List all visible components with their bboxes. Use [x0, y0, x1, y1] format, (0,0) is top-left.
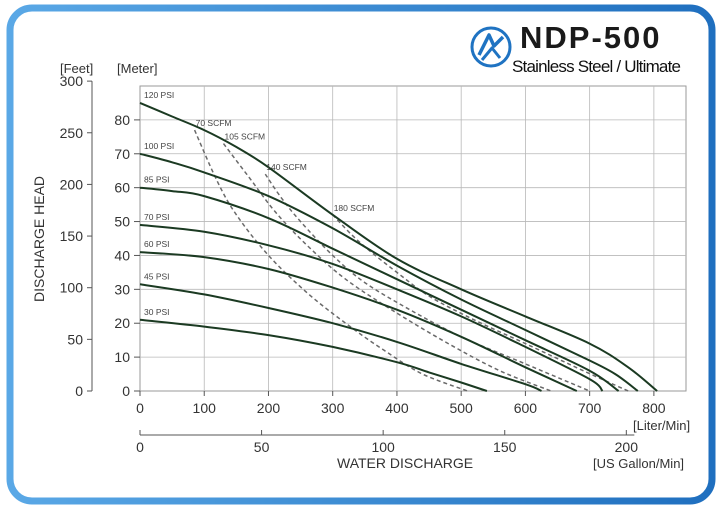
pressure-curve	[139, 186, 620, 392]
y-tick-label-meter: 10	[114, 349, 130, 365]
y-unit-feet-label: [Feet]	[60, 61, 93, 76]
air-curve-label: 180 SCFM	[334, 203, 375, 213]
chart-title: NDP-500	[520, 20, 662, 55]
x-axis-title: WATER DISCHARGE	[337, 455, 473, 471]
y-tick-label-feet: 150	[60, 228, 84, 244]
outer-frame	[6, 4, 716, 505]
y-tick-label-feet: 300	[60, 73, 84, 89]
y-tick-label-meter: 20	[114, 315, 130, 331]
pressure-curve-label: 30 PSI	[144, 307, 170, 317]
x-unit-lpm-label: [Liter/Min]	[633, 418, 690, 433]
x-tick-label-gpm: 100	[371, 439, 395, 455]
y-tick-label-meter: 50	[114, 214, 130, 230]
pressure-curve-label: 120 PSI	[144, 90, 174, 100]
air-curve	[222, 143, 552, 392]
x-tick-label-gpm: 200	[615, 439, 639, 455]
pressure-curve-label: 60 PSI	[144, 239, 170, 249]
y-tick-label-feet: 50	[67, 331, 83, 347]
pressure-curve	[139, 101, 658, 392]
plot-border	[139, 85, 687, 392]
pressure-curve	[139, 318, 488, 392]
x-tick-label-lpm: 500	[449, 400, 473, 416]
x-tick-label-gpm: 150	[493, 439, 517, 455]
y-tick-label-meter: 70	[114, 146, 130, 162]
x-tick-label-lpm: 800	[642, 400, 666, 416]
y-tick-label-meter: 40	[114, 247, 130, 263]
y-tick-label-meter: 60	[114, 180, 130, 196]
pressure-curve-label: 70 PSI	[144, 212, 170, 222]
curve-labels: 70 SCFM 105 SCFM 140 SCFM 180 SCFM 120 PSI 10…	[144, 90, 374, 317]
brand-block: NDP-500 Stainless Steel / Ultimate	[470, 18, 706, 82]
y-tick-label-feet: 0	[75, 383, 83, 399]
air-curve-label: 105 SCFM	[225, 132, 266, 142]
y-tick-label-meter: 0	[122, 383, 130, 399]
pressure-curve	[139, 283, 542, 392]
y-tick-label-meter: 80	[114, 112, 130, 128]
pressure-curve	[139, 223, 604, 392]
x-tick-label-gpm: 50	[254, 439, 270, 455]
air-curve	[332, 214, 629, 392]
x-tick-label-lpm: 300	[321, 400, 345, 416]
pressure-curve	[139, 251, 578, 392]
y-unit-meter-label: [Meter]	[117, 61, 157, 76]
y-tick-label-meter: 30	[114, 281, 130, 297]
x-tick-label-lpm: 400	[385, 400, 409, 416]
pressure-curve-label: 45 PSI	[144, 271, 170, 281]
air-curve-label: 140 SCFM	[266, 162, 307, 172]
x-unit-gpm-label: [US Gallon/Min]	[593, 456, 684, 471]
air-curve-label: 70 SCFM	[196, 118, 232, 128]
y-tick-label-feet: 100	[60, 280, 84, 296]
performance-curves	[139, 101, 658, 392]
x-tick-label-gpm: 0	[136, 439, 144, 455]
x-tick-label-lpm: 100	[193, 400, 217, 416]
x-tick-label-lpm: 600	[514, 400, 538, 416]
y-axis-title: DISCHARGE HEAD	[31, 176, 47, 302]
pressure-curve	[139, 152, 639, 392]
y-tick-label-feet: 250	[60, 125, 84, 141]
y-tick-label-feet: 200	[60, 176, 84, 192]
chart-subtitle: Stainless Steel / Ultimate	[512, 57, 681, 76]
x-tick-label-lpm: 0	[136, 400, 144, 416]
x-tick-label-lpm: 200	[257, 400, 281, 416]
brand-logo-icon	[470, 26, 512, 68]
pressure-curve-label: 100 PSI	[144, 141, 174, 151]
x-tick-label-lpm: 700	[578, 400, 602, 416]
pressure-curve-label: 85 PSI	[144, 175, 170, 185]
